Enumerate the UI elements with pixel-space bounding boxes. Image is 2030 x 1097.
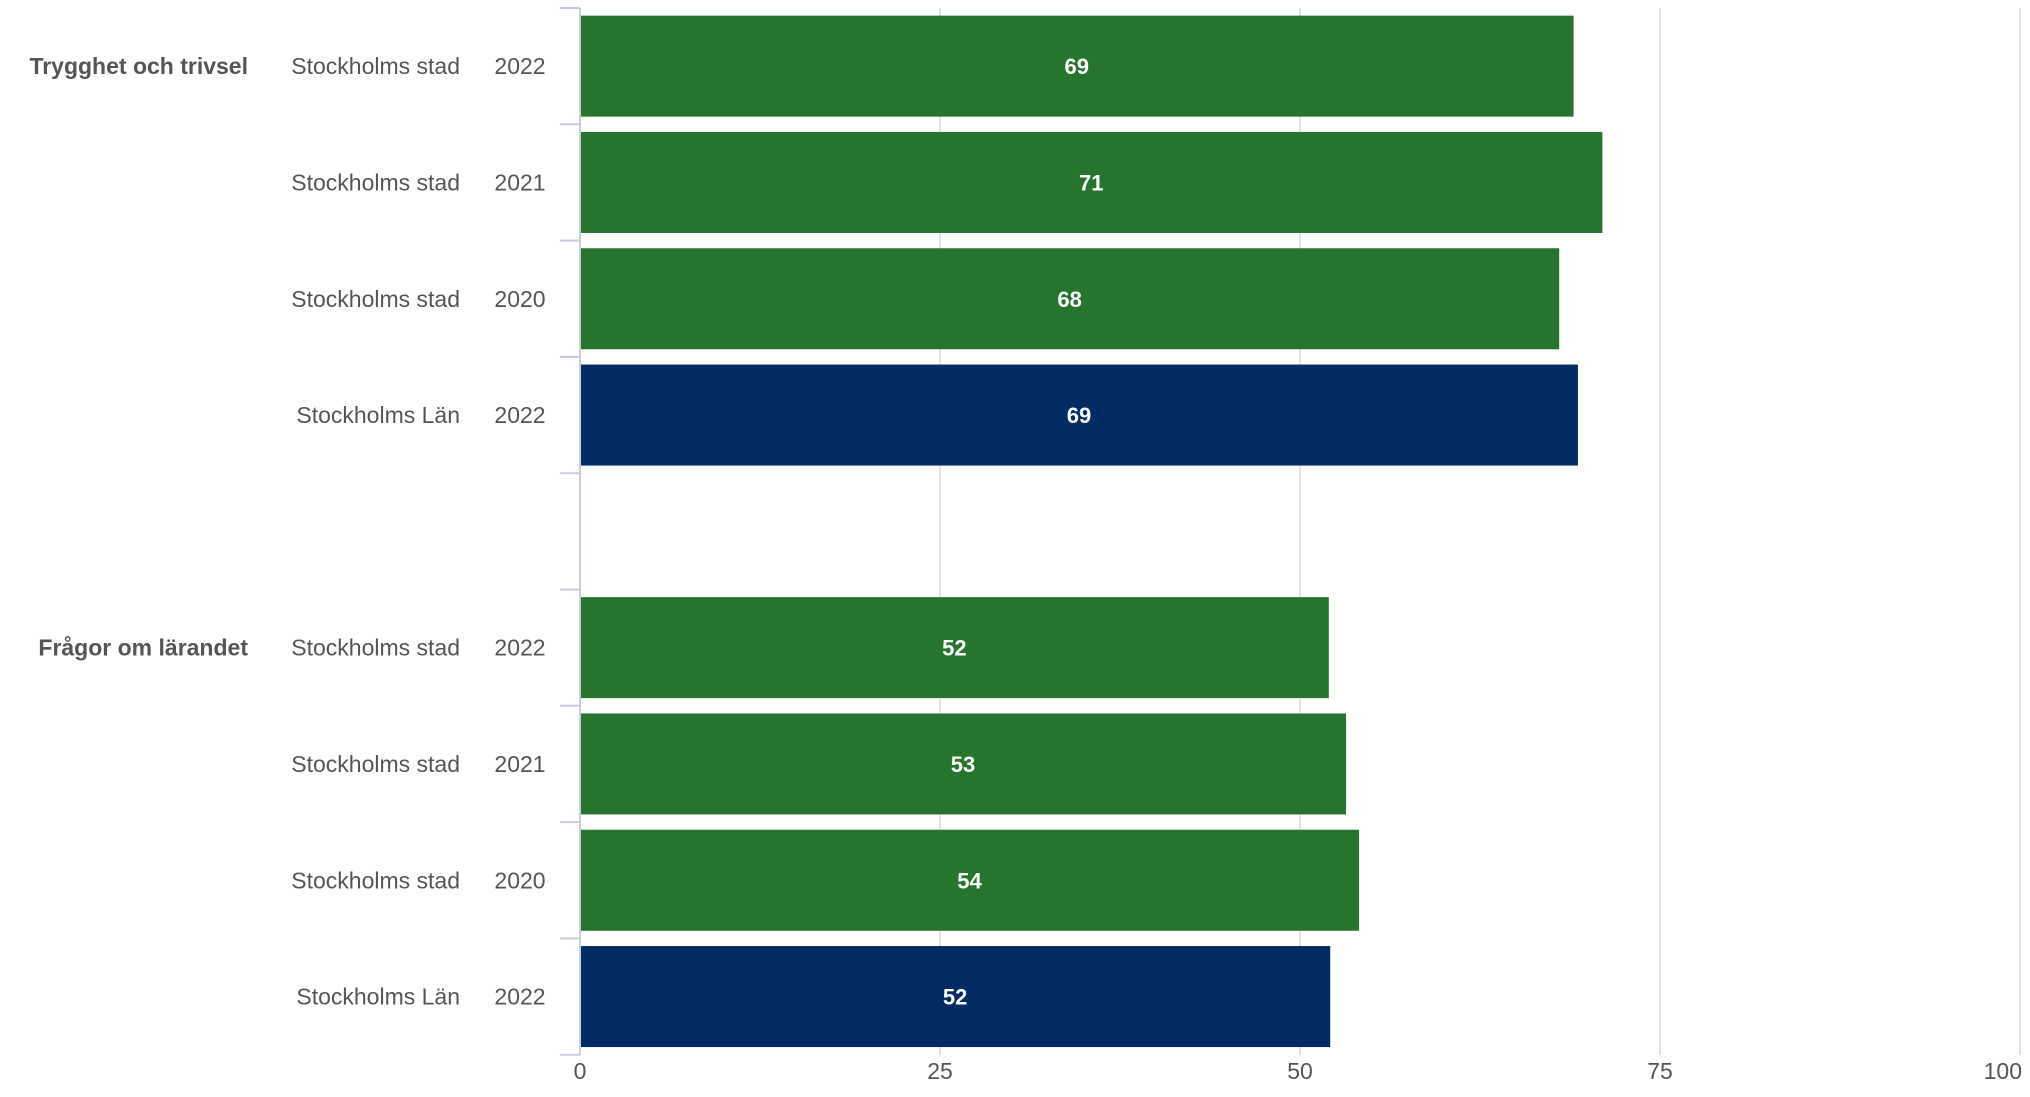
entity-label: Stockholms stad	[291, 867, 460, 893]
entity-label: Stockholms stad	[291, 169, 460, 195]
x-tick-label: 0	[574, 1058, 587, 1084]
data-label: 53	[951, 752, 975, 777]
year-label: 2021	[494, 751, 545, 777]
category-labels: 69 2022 Stockholms stad Trygghet och trivse…	[29, 53, 1103, 1009]
entity-label: Stockholms stad	[291, 286, 460, 312]
entity-label: Stockholms stad	[291, 751, 460, 777]
x-tick-label: 75	[1647, 1058, 1673, 1084]
year-label: 2022	[494, 984, 545, 1010]
x-tick-label: 25	[927, 1058, 953, 1084]
entity-label: Stockholms stad	[291, 635, 460, 661]
data-label: 54	[957, 868, 982, 893]
year-label: 2021	[494, 169, 545, 195]
data-label: 68	[1057, 287, 1081, 312]
bar	[581, 597, 1329, 699]
bar	[581, 248, 1560, 350]
bars	[581, 15, 1603, 1048]
x-tick-label: 50	[1287, 1058, 1313, 1084]
bar	[581, 946, 1331, 1048]
data-label: 52	[943, 985, 967, 1010]
group-label: Frågor om lärandet	[38, 635, 248, 661]
bar	[581, 131, 1603, 233]
year-label: 2022	[494, 402, 545, 428]
entity-label: Stockholms Län	[296, 984, 460, 1010]
x-tick-label: 100	[1984, 1058, 2022, 1084]
bar	[581, 15, 1574, 117]
data-label: 69	[1065, 54, 1089, 79]
y-axis	[560, 7, 581, 1056]
year-label: 2020	[494, 286, 545, 312]
x-axis-ticks: 0 25 50 75 100	[574, 1058, 2022, 1084]
bar	[581, 829, 1360, 931]
data-label: 69	[1067, 403, 1091, 428]
entity-label: Stockholms Län	[296, 402, 460, 428]
year-label: 2022	[494, 53, 545, 79]
bar	[581, 713, 1347, 815]
group-label: Trygghet och trivsel	[29, 53, 248, 79]
year-label: 2020	[494, 867, 545, 893]
bar	[581, 364, 1578, 466]
entity-label: Stockholms stad	[291, 53, 460, 79]
data-label: 71	[1079, 170, 1103, 195]
year-label: 2022	[494, 635, 545, 661]
data-label: 52	[942, 636, 966, 661]
